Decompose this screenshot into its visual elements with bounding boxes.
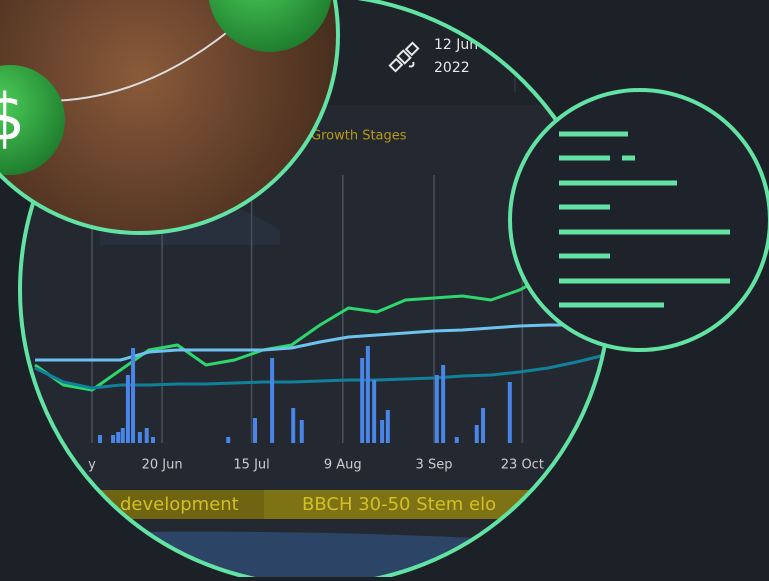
bar (270, 358, 274, 443)
x-tick-label: 23 Oct (501, 458, 544, 473)
bar (481, 408, 485, 443)
x-tick-label: 9 Aug (324, 458, 362, 473)
bottom-area (0, 532, 769, 577)
stage-label: BBCH 30-50 Stem elo (302, 494, 496, 515)
bar (475, 425, 479, 443)
bar (366, 346, 370, 443)
bar (151, 437, 155, 443)
bar (386, 410, 390, 443)
x-tick-label: 3 Sep (416, 458, 453, 473)
bar (253, 418, 257, 443)
x-tick-label: y (88, 458, 96, 473)
page: 12 Jun 2022 Growth Stages y20 Jun15 Jul9… (0, 0, 769, 581)
stage-label: development (120, 494, 239, 515)
bar (145, 428, 149, 443)
legend-label: Growth Stages (311, 129, 407, 144)
bar (360, 358, 364, 443)
bar (126, 375, 130, 443)
bar (455, 437, 459, 443)
bar (98, 435, 102, 443)
bar (131, 348, 135, 443)
date-year: 2022 (434, 60, 470, 76)
bar (226, 437, 230, 443)
x-tick-label: 20 Jun (142, 458, 183, 473)
bar (116, 432, 120, 443)
bar (441, 365, 445, 443)
bar (138, 432, 142, 443)
bar (121, 428, 125, 443)
bar (111, 435, 115, 443)
zoom-circle (510, 90, 769, 350)
bar (380, 420, 384, 443)
x-tick-label: 15 Jul (233, 458, 269, 473)
bar (291, 408, 295, 443)
coin-symbol: $ (0, 82, 25, 156)
scene: 12 Jun 2022 Growth Stages y20 Jun15 Jul9… (0, 0, 769, 577)
bar (435, 375, 439, 443)
bar (508, 382, 512, 443)
bar (300, 420, 304, 443)
bar (372, 380, 376, 443)
